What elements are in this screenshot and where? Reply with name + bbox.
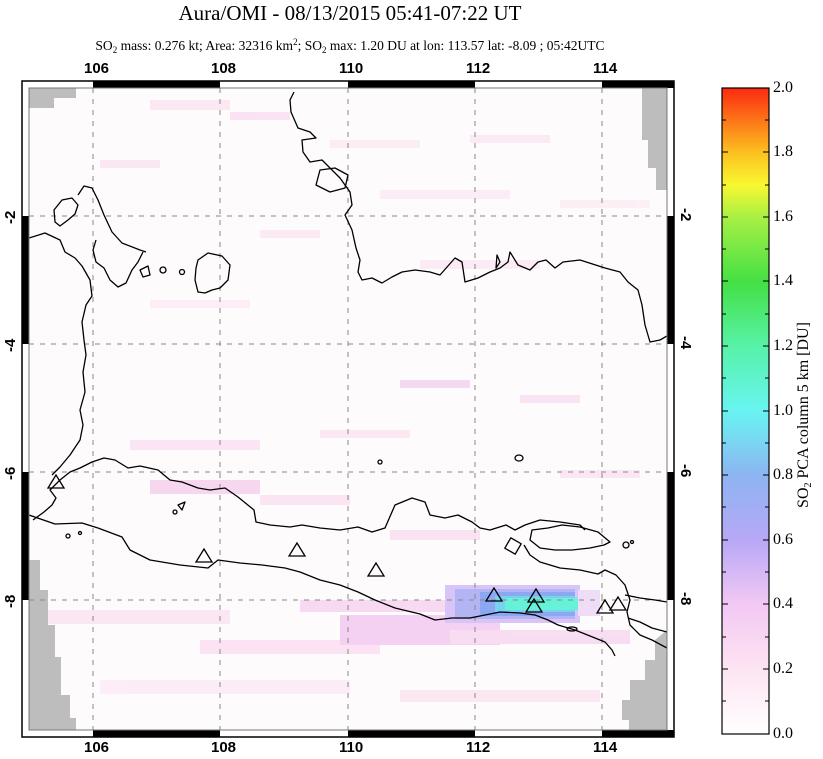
lon-tick-top-112: 112 (466, 60, 491, 77)
lon-tick-bottom-112: 112 (466, 739, 491, 756)
subtitle-so2: SO (95, 38, 113, 53)
lat-tick-left-2: -2 (2, 210, 19, 224)
lat-tick-right-6: -6 (677, 464, 694, 478)
lon-tick-top-110: 110 (339, 60, 364, 77)
subtitle-area-sup: 2 (293, 37, 298, 47)
lat-tick-right-2: -2 (677, 208, 694, 222)
lon-tick-top-106: 106 (84, 60, 110, 77)
colorbar-title-so: SO (795, 487, 812, 508)
gridlines (29, 88, 667, 730)
map-title: Aura/OMI - 08/13/2015 05:41-07:22 UT (178, 1, 522, 25)
colorbar-title-sub: 2 (803, 482, 814, 488)
volcano-icon (366, 561, 386, 577)
coastlines (29, 91, 667, 657)
subtitle-mass-area: mass: 0.276 kt; Area: 32316 km (117, 38, 294, 53)
lat-tick-left-6: -6 (2, 466, 19, 480)
volcano-icon (287, 541, 307, 557)
colorbar (721, 87, 770, 735)
colorbar-tick: 0.8 (773, 466, 793, 483)
map-subtitle: SO2 mass: 0.276 kt; Area: 32316 km2; SO2… (0, 33, 700, 59)
colorbar-tick: 1.0 (773, 402, 793, 419)
so2-plume (445, 585, 600, 623)
colorbar-tick: 1.8 (773, 143, 793, 160)
lon-tick-top-108: 108 (211, 60, 237, 77)
colorbar-tick: 0.0 (773, 725, 793, 742)
colorbar-tick: 0.6 (773, 531, 793, 548)
colorbar-tick: 0.4 (773, 595, 793, 612)
volcano-icon (484, 586, 504, 602)
plot-area (29, 88, 667, 730)
colorbar-tick: 1.6 (773, 208, 793, 225)
volcano-icon (524, 597, 544, 613)
lon-tick-top-114: 114 (593, 60, 618, 77)
lon-tick-bottom-114: 114 (593, 739, 618, 756)
background-so2-pixels (30, 100, 650, 702)
lat-tick-right-8: -8 (677, 592, 694, 606)
lon-tick-bottom-106: 106 (84, 739, 110, 756)
colorbar-title-rest: PCA column 5 km [DU] (795, 322, 812, 483)
missing-data-regions (29, 88, 667, 730)
volcano-icon (46, 473, 66, 489)
subtitle-max: max: 1.20 DU at lon: 113.57 lat: -8.09 ;… (326, 38, 605, 53)
subtitle-so2-sub: 2 (112, 45, 118, 55)
volcano-icon (194, 547, 214, 563)
subtitle-so2-sub-2: 2 (321, 45, 327, 55)
lat-tick-left-4: -4 (2, 338, 19, 352)
colorbar-tick: 1.2 (773, 337, 793, 354)
colorbar-tick: 0.2 (773, 660, 793, 677)
colorbar-tick: 1.4 (773, 272, 793, 289)
lon-tick-bottom-110: 110 (339, 739, 364, 756)
volcano-icon (595, 598, 615, 614)
colorbar-title: SO2 PCA column 5 km [DU] (795, 322, 814, 508)
plot-border (28, 87, 668, 731)
volcano-icon (608, 595, 628, 611)
volcano-markers (46, 473, 628, 614)
lat-tick-left-8: -8 (2, 594, 19, 608)
colorbar-tick: 2.0 (773, 79, 793, 96)
lat-tick-right-4: -4 (677, 336, 694, 350)
lon-tick-bottom-108: 108 (211, 739, 237, 756)
subtitle-so2-2: ; SO (297, 38, 322, 53)
